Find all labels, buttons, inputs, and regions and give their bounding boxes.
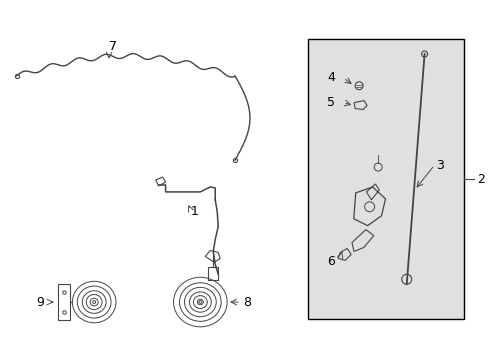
Text: 4: 4 [326,71,335,84]
Bar [59,284,70,320]
Text: 3: 3 [436,159,444,172]
Text: 9: 9 [37,296,44,309]
Text: 2: 2 [476,172,484,185]
Text: 7: 7 [109,40,117,53]
Text: 5: 5 [326,96,335,109]
Bar [307,39,463,319]
Text: 8: 8 [243,296,250,309]
Text: 1: 1 [190,205,198,218]
Text: 6: 6 [326,255,335,268]
